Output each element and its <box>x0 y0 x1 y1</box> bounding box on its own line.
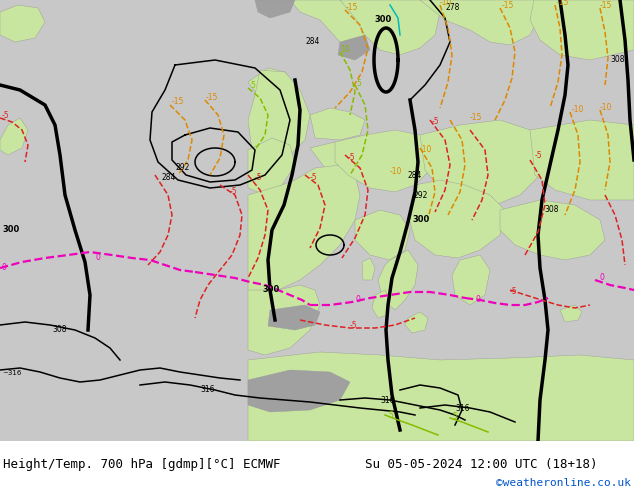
Text: 316: 316 <box>200 386 214 394</box>
Text: 316: 316 <box>380 395 394 405</box>
Polygon shape <box>268 305 320 330</box>
Text: -5: -5 <box>510 288 517 296</box>
Text: -10: -10 <box>600 103 612 113</box>
Text: 292: 292 <box>176 164 190 172</box>
Text: -5: -5 <box>535 150 543 160</box>
Text: 0: 0 <box>475 295 480 304</box>
Text: -5: -5 <box>310 173 318 182</box>
Text: 300: 300 <box>2 225 19 235</box>
Polygon shape <box>335 130 435 192</box>
Text: 5: 5 <box>388 411 393 419</box>
Text: -5: -5 <box>255 173 262 182</box>
Text: Su 05-05-2024 12:00 UTC (18+18): Su 05-05-2024 12:00 UTC (18+18) <box>365 458 597 471</box>
Text: 0: 0 <box>355 295 360 304</box>
Polygon shape <box>248 68 295 100</box>
Text: ©weatheronline.co.uk: ©weatheronline.co.uk <box>496 478 631 488</box>
Polygon shape <box>0 5 45 42</box>
Text: 0: 0 <box>95 253 100 263</box>
Text: 0: 0 <box>2 264 7 272</box>
Polygon shape <box>408 180 505 258</box>
Text: 308: 308 <box>52 325 67 335</box>
Text: 284: 284 <box>162 173 176 182</box>
Text: -5: -5 <box>348 153 356 163</box>
Text: ~316: ~316 <box>2 370 22 376</box>
Text: -5: -5 <box>230 188 238 196</box>
Polygon shape <box>420 0 540 45</box>
Text: 300: 300 <box>262 286 279 294</box>
Text: -15: -15 <box>557 0 569 7</box>
Polygon shape <box>310 142 350 168</box>
Text: -15: -15 <box>502 1 514 10</box>
Polygon shape <box>420 120 545 205</box>
Text: 316: 316 <box>455 403 470 413</box>
Polygon shape <box>340 0 440 55</box>
Polygon shape <box>0 118 28 155</box>
Text: 308: 308 <box>610 55 624 65</box>
Text: -15: -15 <box>206 94 218 102</box>
Text: -15: -15 <box>470 114 482 122</box>
Text: -5: -5 <box>432 118 439 126</box>
Text: 284: 284 <box>305 38 320 47</box>
Text: 284: 284 <box>408 171 422 179</box>
Text: 5: 5 <box>356 78 361 88</box>
Text: -5: -5 <box>2 111 10 120</box>
Text: -15: -15 <box>346 3 358 13</box>
Text: 300: 300 <box>374 16 391 24</box>
Polygon shape <box>372 290 390 318</box>
Polygon shape <box>290 0 370 50</box>
Text: 278: 278 <box>446 3 460 13</box>
Text: 0: 0 <box>600 273 605 283</box>
Polygon shape <box>248 352 634 441</box>
Text: 5: 5 <box>250 81 255 91</box>
Polygon shape <box>248 285 320 355</box>
Text: -15: -15 <box>172 98 184 106</box>
Polygon shape <box>248 138 295 195</box>
Text: -5: -5 <box>350 320 358 329</box>
Text: 308: 308 <box>544 205 559 215</box>
Text: 10: 10 <box>340 46 349 54</box>
Polygon shape <box>530 0 634 60</box>
Polygon shape <box>248 70 310 160</box>
Polygon shape <box>405 312 428 333</box>
Polygon shape <box>362 258 375 280</box>
Text: 300: 300 <box>412 216 429 224</box>
Polygon shape <box>355 210 410 260</box>
Polygon shape <box>248 165 360 295</box>
Text: -10: -10 <box>572 105 585 115</box>
Text: 5: 5 <box>452 412 457 420</box>
Text: Height/Temp. 700 hPa [gdmp][°C] ECMWF: Height/Temp. 700 hPa [gdmp][°C] ECMWF <box>3 458 281 471</box>
Text: 292: 292 <box>413 191 427 199</box>
Text: -10: -10 <box>420 146 432 154</box>
Polygon shape <box>378 250 418 310</box>
Text: -10: -10 <box>390 168 403 176</box>
Polygon shape <box>310 108 365 140</box>
Polygon shape <box>248 370 350 412</box>
Polygon shape <box>255 0 295 18</box>
Text: -15: -15 <box>600 1 612 10</box>
Polygon shape <box>560 305 582 322</box>
Polygon shape <box>500 200 605 260</box>
Polygon shape <box>452 255 490 305</box>
Text: -10: -10 <box>440 0 453 7</box>
Polygon shape <box>338 35 370 60</box>
Polygon shape <box>530 120 634 200</box>
